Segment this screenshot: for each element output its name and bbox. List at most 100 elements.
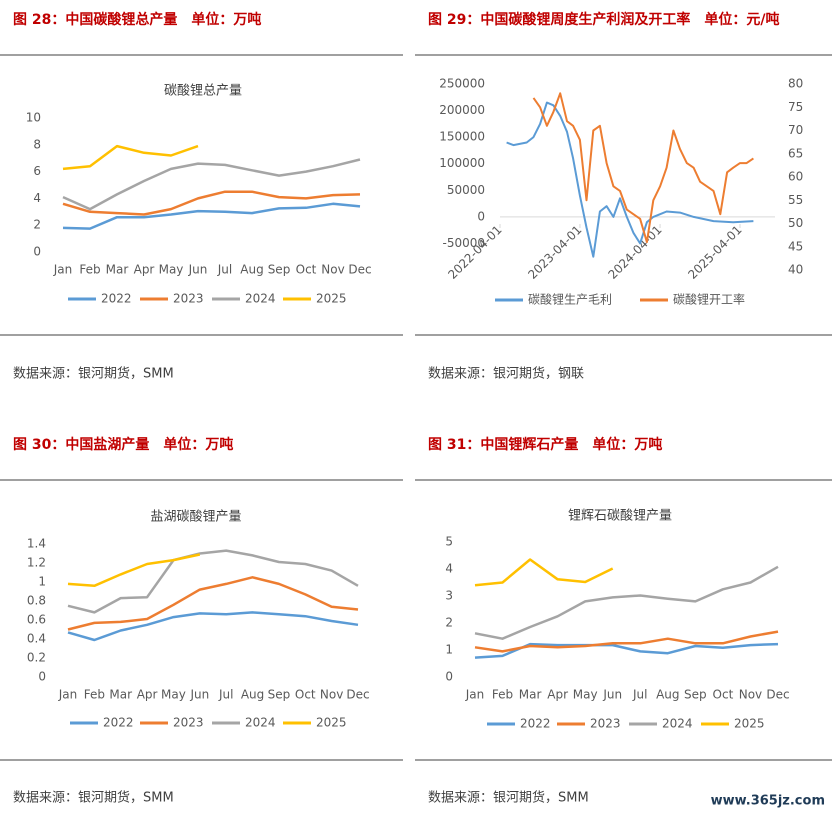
x-tick-label: Nov	[739, 688, 762, 702]
y-tick-label: 6	[33, 164, 41, 178]
figure-caption: 图 28：中国碳酸锂总产量 单位：万吨	[13, 11, 261, 28]
source-note: 数据来源：银河期货，SMM	[428, 790, 589, 806]
y-tick-label: 1.4	[27, 537, 46, 551]
y-tick-label: 150000	[439, 130, 485, 144]
x-tick-label: Feb	[79, 263, 100, 277]
y-tick-label: 0.8	[27, 594, 46, 608]
series-line	[62, 144, 199, 171]
source-note: 数据来源：银河期货，钢联	[428, 366, 584, 382]
x-tick-label: Oct	[713, 688, 734, 702]
y2-tick-label: 40	[788, 263, 803, 277]
x-tick-label: Dec	[346, 688, 369, 702]
chart-title: 碳酸锂总产量	[164, 84, 242, 99]
y-tick-label: 100000	[439, 156, 485, 170]
legend-label: 2024	[662, 717, 693, 731]
series-line	[532, 92, 754, 244]
y-tick-label: 1	[38, 575, 46, 589]
figure-caption: 图 29：中国碳酸锂周度生产利润及开工率 单位：元/吨	[428, 11, 779, 28]
y-tick-label: 4	[33, 191, 41, 205]
series-line	[62, 190, 361, 216]
series-line	[474, 630, 779, 653]
series-line	[67, 549, 359, 614]
x-tick-label: Jun	[188, 263, 208, 277]
y-tick-label: 4	[445, 562, 453, 576]
chart-title: 盐湖碳酸锂产量	[150, 510, 241, 525]
x-tick-label: Sep	[684, 688, 707, 702]
x-tick-label: Mar	[106, 263, 129, 277]
y2-tick-label: 65	[788, 146, 803, 160]
y-tick-label: 50000	[447, 183, 485, 197]
series-line	[67, 553, 201, 588]
x-tick-label: 2024-04-01	[605, 223, 664, 282]
x-tick-label: Oct	[296, 263, 317, 277]
y-tick-label: 5	[445, 535, 453, 549]
x-tick-label: Dec	[348, 263, 371, 277]
y2-tick-label: 45	[788, 239, 803, 253]
series-line	[474, 565, 779, 640]
legend-label: 2025	[734, 717, 765, 731]
y-tick-label: 0	[38, 670, 46, 684]
y-tick-label: 2	[445, 616, 453, 630]
legend-label: 2022	[101, 292, 132, 306]
series-line	[474, 558, 614, 587]
legend-label: 碳酸锂生产毛利	[528, 292, 612, 307]
y2-tick-label: 70	[788, 123, 803, 137]
series-line	[474, 642, 779, 659]
x-tick-label: Feb	[84, 688, 105, 702]
x-tick-label: Dec	[766, 688, 789, 702]
y2-tick-label: 50	[788, 216, 803, 230]
legend-label: 2022	[520, 717, 551, 731]
watermark: www.365jz.com	[711, 794, 825, 809]
legend-label: 2024	[245, 292, 276, 306]
series-line	[62, 202, 361, 230]
source-note: 数据来源：银河期货，SMM	[13, 790, 174, 806]
y-tick-label: 200000	[439, 103, 485, 117]
y-tick-label: 8	[33, 137, 41, 151]
x-tick-label: May	[573, 688, 598, 702]
y2-tick-label: 75	[788, 100, 803, 114]
y2-tick-label: 55	[788, 193, 803, 207]
x-tick-label: Feb	[492, 688, 513, 702]
x-tick-label: 2023-04-01	[525, 223, 584, 282]
legend-label: 2024	[245, 716, 276, 730]
x-tick-label: Nov	[320, 688, 343, 702]
y-tick-label: 0	[33, 245, 41, 259]
x-tick-label: Jan	[53, 263, 73, 277]
y-tick-label: 0	[445, 670, 453, 684]
x-tick-label: Aug	[240, 263, 263, 277]
y-tick-label: -50000	[442, 236, 485, 250]
x-tick-label: Sep	[268, 263, 291, 277]
x-tick-label: 2025-04-01	[685, 223, 744, 282]
x-tick-label: Jul	[218, 688, 233, 702]
source-note: 数据来源：银河期货，SMM	[13, 366, 174, 382]
figure-caption: 图 30：中国盐湖产量 单位：万吨	[13, 436, 233, 453]
y-tick-label: 1.2	[27, 556, 46, 570]
legend-label: 2025	[316, 716, 347, 730]
y-tick-label: 250000	[439, 77, 485, 91]
y-tick-label: 2	[33, 218, 41, 232]
x-tick-label: Apr	[134, 263, 155, 277]
x-tick-label: Mar	[109, 688, 132, 702]
x-tick-label: May	[159, 263, 184, 277]
series-line	[506, 101, 754, 258]
y2-tick-label: 60	[788, 170, 803, 184]
figure-caption: 图 31：中国锂辉石产量 单位：万吨	[428, 436, 662, 453]
y-tick-label: 0.4	[27, 632, 46, 646]
y-tick-label: 0	[477, 209, 485, 223]
x-tick-label: 2022-04-01	[445, 223, 504, 282]
y-tick-label: 0.2	[27, 651, 46, 665]
x-tick-label: Jul	[632, 688, 647, 702]
series-line	[67, 576, 359, 631]
series-line	[62, 158, 361, 211]
legend-label: 2023	[590, 717, 621, 731]
y-tick-label: 0.6	[27, 613, 46, 627]
y2-tick-label: 80	[788, 77, 803, 91]
series-line	[67, 611, 359, 642]
x-tick-label: Jul	[217, 263, 232, 277]
x-tick-label: Apr	[137, 688, 158, 702]
y-tick-label: 3	[445, 589, 453, 603]
x-tick-label: Jun	[189, 688, 209, 702]
legend-label: 碳酸锂开工率	[673, 292, 745, 307]
